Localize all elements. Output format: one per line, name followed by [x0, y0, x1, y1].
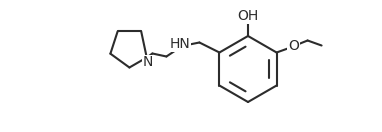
Text: OH: OH — [237, 9, 259, 23]
Text: O: O — [288, 39, 299, 53]
Text: HN: HN — [170, 37, 191, 51]
Text: N: N — [142, 55, 153, 70]
